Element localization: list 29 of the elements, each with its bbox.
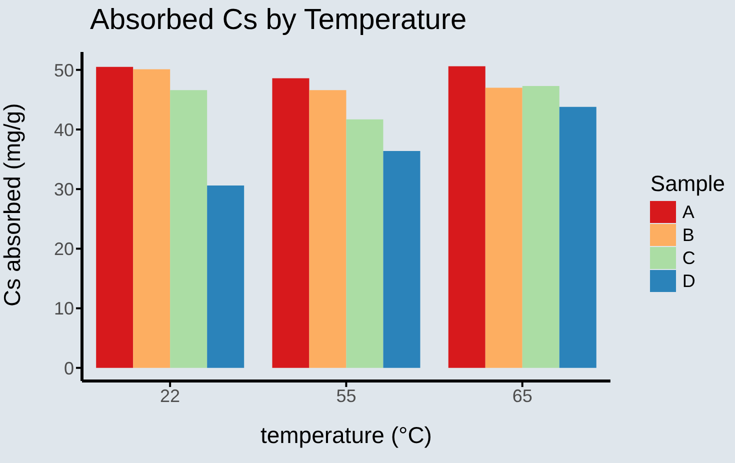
x-tick-label: 55 xyxy=(336,386,356,406)
x-axis-title: temperature (°C) xyxy=(260,422,432,448)
legend-label: B xyxy=(681,224,696,246)
bar xyxy=(383,150,420,368)
bar xyxy=(133,69,170,368)
y-tick-label: 40 xyxy=(54,120,74,140)
y-tick-label: 30 xyxy=(54,179,74,200)
legend-title: Sample xyxy=(650,170,725,196)
bar xyxy=(485,88,522,368)
y-tick-label: 50 xyxy=(54,60,74,80)
bar xyxy=(96,66,134,368)
legend-label: D xyxy=(681,270,696,292)
bar xyxy=(272,78,310,368)
y-axis-title: Cs absorbed (mg/g) xyxy=(0,103,26,306)
bar xyxy=(309,90,346,368)
x-tick-label: 65 xyxy=(512,386,532,406)
bar xyxy=(448,66,486,368)
legend-label: C xyxy=(681,246,696,270)
y-tick-label: 20 xyxy=(54,239,74,260)
y-tick-label: 10 xyxy=(54,298,74,319)
bar xyxy=(170,90,208,368)
bar xyxy=(207,186,244,368)
legend-label: A xyxy=(681,200,696,224)
bar xyxy=(522,86,560,368)
chart-title: Absorbed Cs by Temperature xyxy=(90,4,467,37)
y-tick-label: 0 xyxy=(64,358,74,378)
x-tick-label: 22 xyxy=(160,386,180,406)
bar xyxy=(559,106,596,368)
bar xyxy=(346,119,384,368)
